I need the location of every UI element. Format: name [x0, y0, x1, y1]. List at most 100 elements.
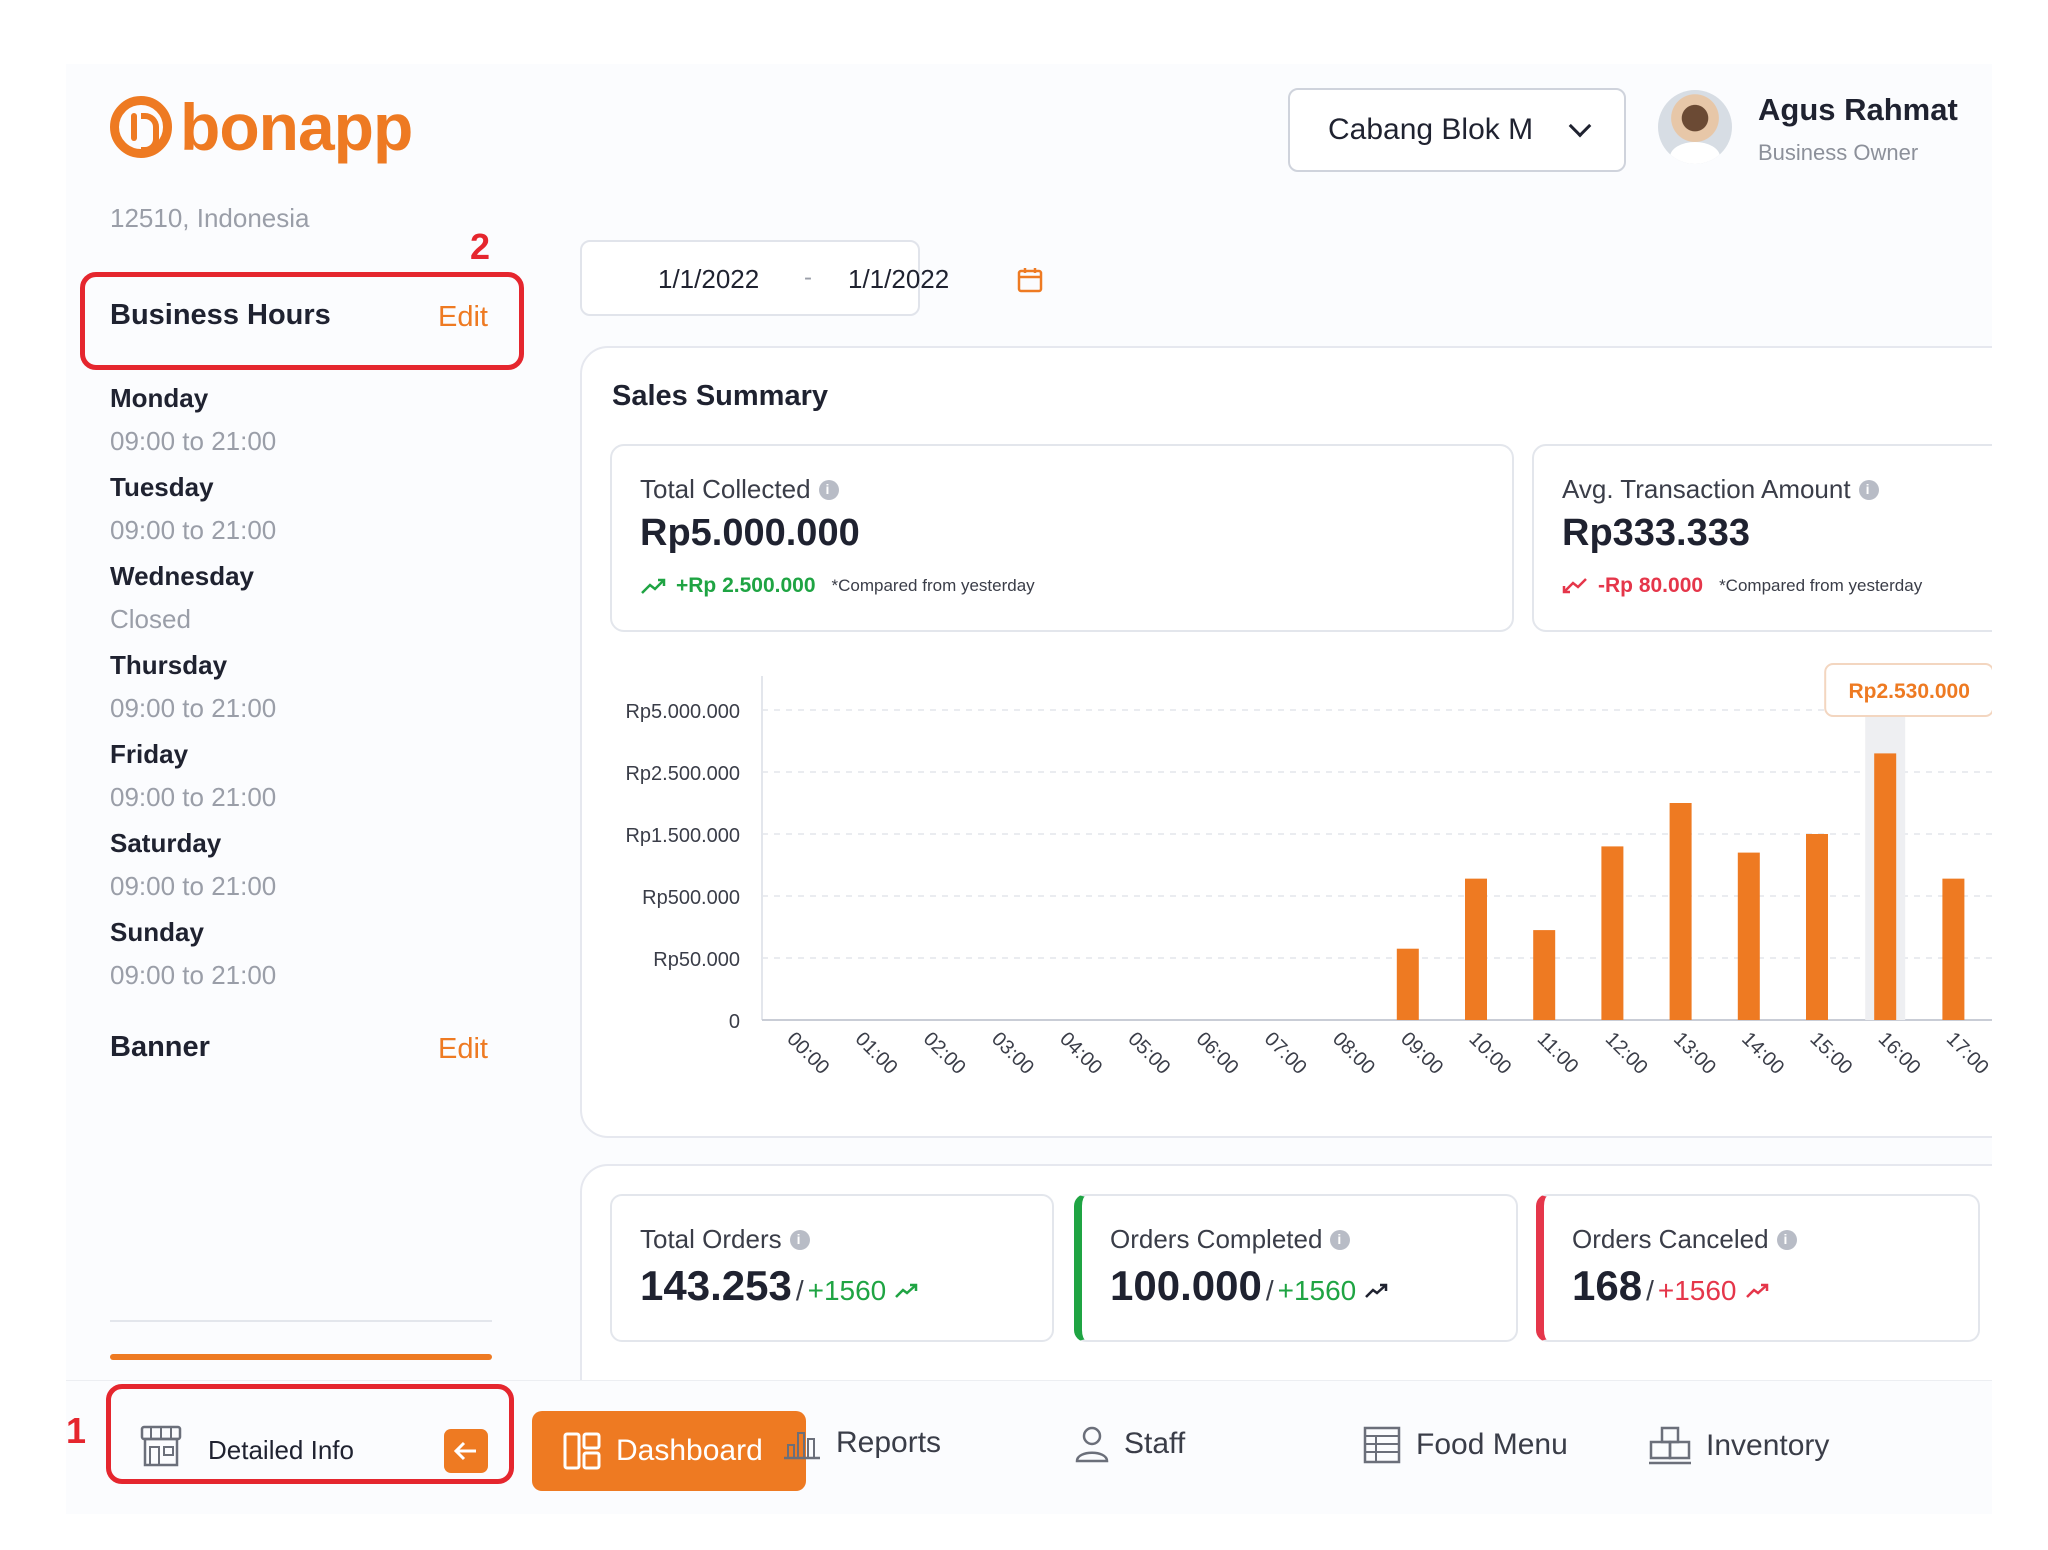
order-label-text: Orders Completed — [1110, 1224, 1323, 1254]
order-label: Total Orders — [640, 1224, 810, 1255]
bar — [1601, 846, 1624, 1020]
banner-title: Banner — [110, 1031, 210, 1063]
day-hours: 09:00 to 21:00 — [110, 515, 277, 545]
business-hours-edit-button[interactable]: Edit — [438, 301, 488, 333]
day-hours: 09:00 to 21:00 — [110, 426, 277, 456]
bar — [1942, 878, 1965, 1020]
calendar-icon[interactable] — [1016, 266, 1044, 299]
annotation-number-1: 1 — [66, 1410, 87, 1451]
nav-reports[interactable]: Reports — [782, 1425, 941, 1461]
bar — [1396, 948, 1419, 1020]
trend-up-icon — [1745, 1283, 1768, 1298]
top-header: bonapp Cabang Blok M Agus Rahmat Busines… — [66, 64, 1992, 197]
tooltip-value: Rp2.530.000 — [1848, 680, 1969, 703]
kpi-avg-transaction: Avg. Transaction Amount Rp333.333 -Rp 80… — [1532, 444, 1992, 632]
order-delta: +1560 — [1657, 1275, 1737, 1306]
kpi-label-text: Total Collected — [640, 474, 811, 504]
day-monday: Monday 09:00 to 21:00 — [110, 383, 276, 457]
day-name: Thursday — [110, 650, 228, 680]
slash: / — [795, 1275, 804, 1306]
nav-reports-label: Reports — [836, 1426, 942, 1459]
store-icon — [138, 1423, 184, 1474]
kpi-value: Rp333.333 — [1562, 512, 1751, 554]
date-from[interactable]: 1/1/2022 — [658, 264, 760, 294]
order-stat-total: Total Orders 143.253 / +1560 — [610, 1194, 1054, 1342]
kpi-delta-value: +Rp 2.500.000 — [676, 574, 816, 597]
slash: / — [1265, 1275, 1274, 1306]
date-range-picker[interactable]: 1/1/2022 - 1/1/2022 — [580, 240, 1043, 316]
annotation-box-2 — [80, 272, 524, 370]
banner-divider — [110, 1320, 492, 1322]
order-value: 100.000 — [1110, 1262, 1262, 1309]
bottom-navigation: Detailed Info Dashboard Reports Staff Fo… — [66, 1380, 1992, 1514]
kpi-label-text: Avg. Transaction Amount — [1562, 474, 1851, 504]
boxes-icon — [1649, 1426, 1691, 1465]
address-text: 12510, Indonesia — [110, 203, 310, 233]
x-tick-label: 00:00 — [782, 1028, 833, 1079]
trend-down-icon — [1562, 578, 1587, 594]
bar — [1669, 803, 1692, 1020]
date-separator: - — [804, 264, 812, 291]
date-to[interactable]: 1/1/2022 — [848, 264, 950, 294]
info-icon[interactable] — [1858, 479, 1879, 500]
x-tick-label: 07:00 — [1260, 1028, 1311, 1079]
info-icon[interactable] — [789, 1229, 810, 1250]
day-hours: 09:00 to 21:00 — [110, 693, 277, 723]
day-tuesday: Tuesday 09:00 to 21:00 — [110, 472, 276, 546]
info-icon[interactable] — [1776, 1229, 1797, 1250]
nav-inventory-label: Inventory — [1706, 1429, 1830, 1462]
collapse-arrow-left-icon[interactable] — [444, 1429, 488, 1473]
bonapp-logo[interactable]: bonapp — [110, 90, 413, 164]
bar — [1806, 834, 1828, 1020]
branch-select[interactable]: Cabang Blok M — [1288, 88, 1626, 172]
detailed-info-sidebar: 12510, Indonesia Business Hours Edit Mon… — [66, 197, 536, 1442]
detailed-info-toggle[interactable]: Detailed Info — [108, 1411, 504, 1491]
kpi-label: Total Collected — [640, 474, 839, 505]
x-tick-label: 04:00 — [1055, 1028, 1106, 1079]
bar — [1874, 753, 1897, 1020]
nav-dashboard-label: Dashboard — [616, 1434, 763, 1467]
x-tick-label: 09:00 — [1396, 1028, 1447, 1079]
kpi-total-collected: Total Collected Rp5.000.000 +Rp 2.500.00… — [610, 444, 1514, 632]
day-hours: 09:00 to 21:00 — [110, 782, 277, 812]
nav-food-menu[interactable]: Food Menu — [1362, 1425, 1568, 1465]
day-hours: 09:00 to 21:00 — [110, 871, 277, 901]
day-name: Saturday — [110, 828, 222, 858]
sales-summary-card: Sales Summary Total Collected Rp5.000.00… — [580, 346, 1992, 1138]
business-hours-title: Business Hours — [110, 299, 331, 331]
avatar[interactable] — [1658, 90, 1732, 164]
trend-up-icon — [895, 1283, 918, 1298]
banner-edit-button[interactable]: Edit — [438, 1033, 488, 1065]
day-name: Wednesday — [110, 561, 255, 591]
chevron-down-icon — [1568, 114, 1592, 138]
x-tick-label: 17:00 — [1942, 1028, 1992, 1079]
x-tick-label: 03:00 — [987, 1028, 1038, 1079]
info-icon[interactable] — [818, 479, 839, 500]
trend-up-icon — [641, 578, 666, 594]
x-tick-label: 01:00 — [851, 1028, 902, 1079]
x-tick-label: 02:00 — [919, 1028, 970, 1079]
x-tick-label: 14:00 — [1737, 1028, 1788, 1079]
info-icon[interactable] — [1330, 1229, 1351, 1250]
menu-book-icon — [1363, 1426, 1401, 1464]
x-tick-label: 10:00 — [1464, 1028, 1515, 1079]
x-tick-label: 11:00 — [1533, 1028, 1583, 1078]
bar — [1737, 852, 1760, 1020]
x-tick-label: 16:00 — [1874, 1028, 1925, 1079]
hourly-sales-chart: 0 Rp50.000 Rp500.000 Rp1.500.000 Rp2.500.000… — [625, 663, 1992, 1079]
annotation-number-2: 2 — [470, 226, 491, 267]
logo-text: bonapp — [180, 90, 413, 164]
kpi-label: Avg. Transaction Amount — [1562, 474, 1879, 505]
nav-inventory[interactable]: Inventory — [1648, 1425, 1829, 1467]
day-thursday: Thursday 09:00 to 21:00 — [110, 650, 276, 724]
app-window: bonapp Cabang Blok M Agus Rahmat Busines… — [66, 64, 1992, 1514]
user-role: Business Owner — [1758, 140, 1919, 165]
annotation-box-1 — [106, 1384, 514, 1484]
day-name: Monday — [110, 383, 209, 413]
y-tick-label: Rp5.000.000 — [625, 701, 740, 723]
day-hours: Closed — [110, 604, 191, 634]
nav-dashboard[interactable]: Dashboard — [532, 1411, 806, 1491]
day-name: Friday — [110, 739, 189, 769]
x-tick-label: 12:00 — [1601, 1028, 1652, 1079]
nav-staff[interactable]: Staff — [1074, 1425, 1185, 1463]
